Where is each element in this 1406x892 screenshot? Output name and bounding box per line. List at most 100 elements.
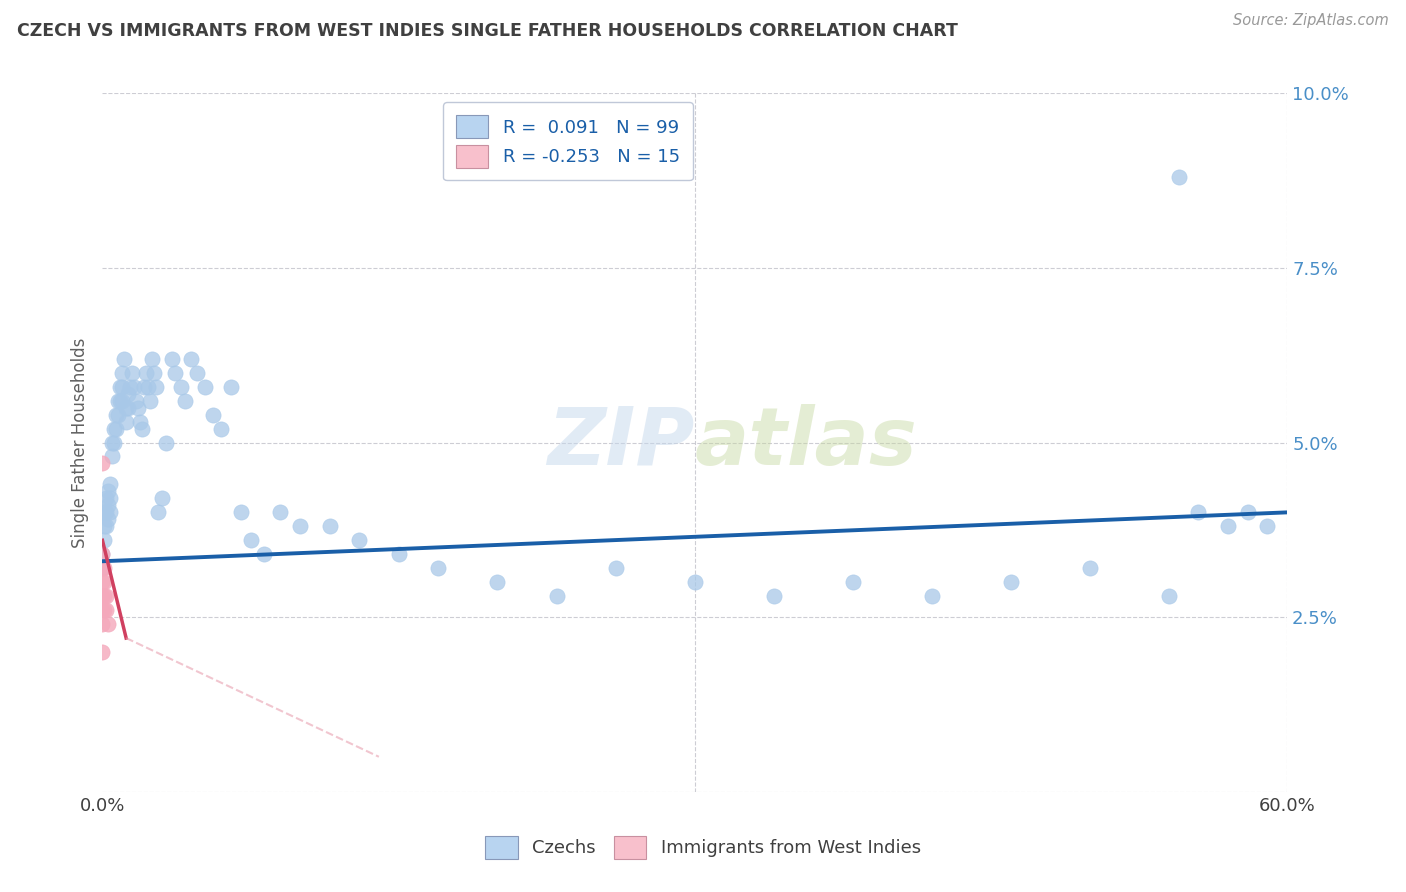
- Point: [91, 561, 114, 575]
- Point: [96, 505, 118, 519]
- Point: [160, 351, 183, 366]
- Point: [125, 393, 148, 408]
- Point: [142, 366, 165, 380]
- Point: [96, 519, 118, 533]
- Point: [97, 617, 120, 632]
- Point: [91, 575, 114, 590]
- Point: [91, 547, 114, 561]
- Point: [103, 421, 125, 435]
- Point: [131, 421, 153, 435]
- Point: [318, 519, 340, 533]
- Point: [762, 589, 785, 603]
- Point: [146, 505, 169, 519]
- Point: [135, 366, 157, 380]
- Point: [180, 351, 202, 366]
- Text: atlas: atlas: [695, 403, 918, 482]
- Point: [229, 505, 252, 519]
- Y-axis label: Single Father Households: Single Father Households: [72, 337, 89, 548]
- Point: [91, 457, 114, 471]
- Point: [209, 421, 232, 435]
- Point: [111, 379, 134, 393]
- Point: [111, 366, 134, 380]
- Point: [91, 645, 114, 659]
- Point: [388, 547, 411, 561]
- Point: [120, 379, 142, 393]
- Point: [129, 415, 152, 429]
- Point: [122, 379, 145, 393]
- Text: ZIP: ZIP: [547, 403, 695, 482]
- Point: [101, 450, 124, 464]
- Point: [117, 401, 139, 415]
- Point: [347, 533, 370, 548]
- Point: [155, 435, 177, 450]
- Point: [103, 435, 125, 450]
- Point: [141, 351, 163, 366]
- Point: [546, 589, 568, 603]
- Point: [96, 589, 118, 603]
- Point: [91, 547, 114, 561]
- Point: [98, 505, 121, 519]
- Point: [105, 408, 128, 422]
- Point: [96, 491, 118, 506]
- Point: [1187, 505, 1209, 519]
- Point: [486, 575, 509, 590]
- Point: [91, 561, 114, 575]
- Point: [91, 617, 114, 632]
- Point: [96, 603, 118, 617]
- Point: [93, 533, 115, 548]
- Point: [165, 366, 187, 380]
- Point: [115, 401, 138, 415]
- Point: [1000, 575, 1022, 590]
- Point: [1256, 519, 1278, 533]
- Point: [288, 519, 311, 533]
- Point: [93, 561, 115, 575]
- Point: [112, 351, 135, 366]
- Point: [107, 393, 129, 408]
- Point: [186, 366, 208, 380]
- Point: [683, 575, 706, 590]
- Point: [97, 512, 120, 526]
- Text: Source: ZipAtlas.com: Source: ZipAtlas.com: [1233, 13, 1389, 29]
- Point: [842, 575, 865, 590]
- Point: [145, 379, 167, 393]
- Point: [121, 366, 143, 380]
- Point: [605, 561, 627, 575]
- Point: [194, 379, 217, 393]
- Point: [101, 435, 124, 450]
- Point: [269, 505, 291, 519]
- Point: [93, 603, 115, 617]
- Point: [108, 379, 131, 393]
- Point: [170, 379, 193, 393]
- Point: [127, 401, 149, 415]
- Point: [105, 421, 128, 435]
- Point: [253, 547, 276, 561]
- Point: [93, 505, 115, 519]
- Point: [1078, 561, 1101, 575]
- Point: [97, 499, 120, 513]
- Point: [139, 393, 162, 408]
- Point: [111, 393, 134, 408]
- Point: [98, 491, 121, 506]
- Legend: R =  0.091   N = 99, R = -0.253   N = 15: R = 0.091 N = 99, R = -0.253 N = 15: [443, 103, 693, 180]
- Point: [1157, 589, 1180, 603]
- Point: [1167, 170, 1189, 185]
- Point: [93, 575, 115, 590]
- Point: [239, 533, 262, 548]
- Point: [132, 379, 155, 393]
- Point: [108, 393, 131, 408]
- Point: [98, 477, 121, 491]
- Text: CZECH VS IMMIGRANTS FROM WEST INDIES SINGLE FATHER HOUSEHOLDS CORRELATION CHART: CZECH VS IMMIGRANTS FROM WEST INDIES SIN…: [17, 22, 957, 40]
- Point: [91, 589, 114, 603]
- Point: [107, 408, 129, 422]
- Point: [174, 393, 197, 408]
- Point: [150, 491, 173, 506]
- Point: [97, 484, 120, 499]
- Point: [219, 379, 242, 393]
- Point: [427, 561, 450, 575]
- Point: [1216, 519, 1239, 533]
- Point: [1236, 505, 1258, 519]
- Point: [115, 415, 138, 429]
- Point: [136, 379, 159, 393]
- Point: [117, 386, 139, 401]
- Point: [921, 589, 943, 603]
